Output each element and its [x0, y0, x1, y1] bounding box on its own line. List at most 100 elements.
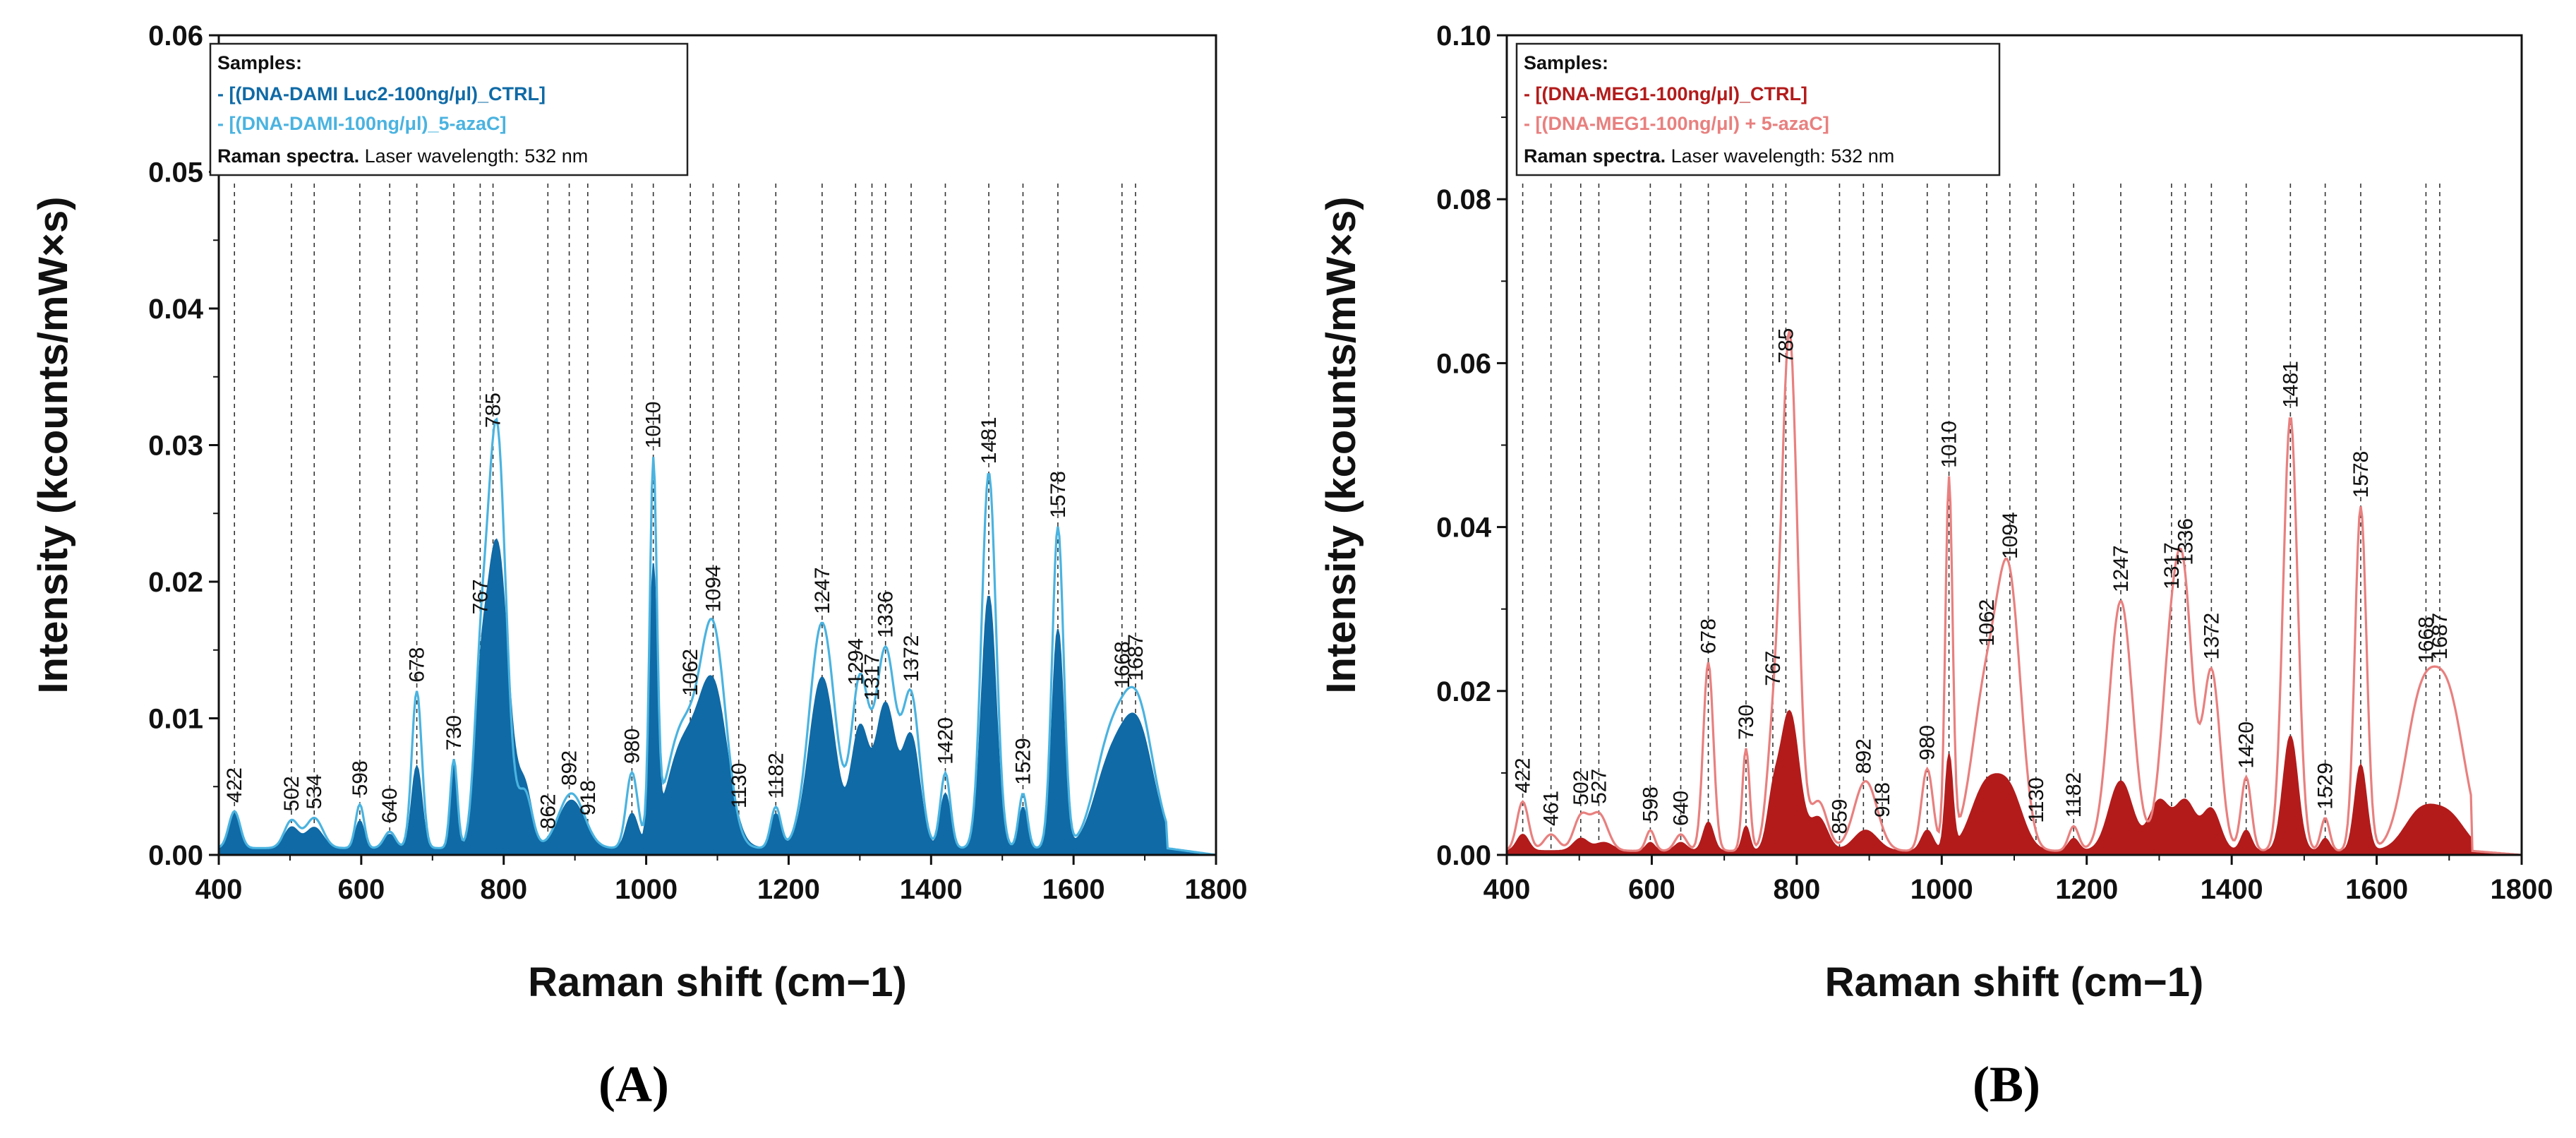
peak-label-1062: 1062: [1975, 599, 1999, 647]
panel-label: (B): [1973, 1056, 2040, 1113]
peak-label-640: 640: [1670, 791, 1693, 826]
panel-label: (A): [598, 1056, 669, 1113]
peak-label-1130: 1130: [2025, 777, 2048, 823]
peak-label-502: 502: [1570, 770, 1593, 805]
y-tick-label-2: 0.04: [1436, 513, 1492, 544]
peak-label-730: 730: [443, 715, 466, 750]
peak-label-1182: 1182: [764, 753, 788, 798]
peak-label-1094: 1094: [1999, 512, 2022, 559]
peak-label-1247: 1247: [2109, 545, 2133, 592]
y-tick-label-0: 0.00: [1436, 840, 1491, 871]
y-tick-label-5: 0.10: [1436, 20, 1491, 52]
peak-label-785: 785: [482, 393, 505, 428]
peak-label-461: 461: [1540, 791, 1563, 826]
y-tick-label-5: 0.05: [148, 157, 203, 188]
peak-label-892: 892: [1852, 738, 1875, 774]
x-tick-label-400: 400: [1483, 874, 1531, 905]
peak-label-1687: 1687: [2428, 613, 2452, 660]
legend-box: Samples: - [(DNA-DAMI Luc2-100ng/μl)_CTRL…: [209, 42, 689, 176]
x-axis-title: Raman shift (cm−1): [528, 959, 907, 1005]
legend-footer: Raman spectra. Laser wavelength: 532 nm: [1524, 145, 1894, 167]
peak-label-678: 678: [406, 647, 429, 683]
x-axis-title: Raman shift (cm−1): [1825, 959, 2204, 1005]
y-axis-title: Intensity (kcounts/mW×s): [30, 196, 76, 693]
peak-label-1010: 1010: [1938, 421, 1961, 468]
x-tick-label-1200: 1200: [2055, 874, 2118, 905]
peak-label-918: 918: [1871, 782, 1894, 817]
peak-label-980: 980: [620, 729, 644, 764]
peak-label-1687: 1687: [1124, 634, 1148, 681]
peak-label-678: 678: [1697, 618, 1721, 654]
peak-label-1336: 1336: [874, 591, 898, 638]
peak-label-1372: 1372: [2200, 613, 2223, 660]
x-tick-label-1400: 1400: [2201, 874, 2263, 905]
peak-label-1317: 1317: [861, 654, 884, 701]
y-tick-label-6: 0.06: [148, 20, 203, 52]
peak-label-1182: 1182: [2062, 772, 2086, 818]
x-tick-label-1800: 1800: [2491, 874, 2553, 905]
peak-label-730: 730: [1735, 705, 1758, 740]
peak-label-767: 767: [469, 579, 492, 614]
peak-label-527: 527: [1587, 769, 1611, 804]
peak-label-980: 980: [1916, 725, 1939, 760]
y-tick-label-0: 0.00: [148, 840, 203, 871]
y-axis-title: Intensity (kcounts/mW×s): [1318, 196, 1364, 693]
x-tick-label-600: 600: [1628, 874, 1675, 905]
peak-label-1578: 1578: [2349, 451, 2373, 498]
peak-label-1294: 1294: [844, 638, 867, 685]
peak-label-1010: 1010: [642, 402, 666, 449]
y-tick-label-3: 0.06: [1436, 348, 1491, 379]
peak-label-1529: 1529: [1011, 738, 1035, 785]
peak-label-1372: 1372: [900, 635, 923, 682]
legend-frame: [1515, 42, 2001, 176]
x-tick-label-800: 800: [480, 874, 527, 905]
peak-label-859: 859: [1828, 799, 1851, 834]
y-tick-label-3: 0.03: [148, 431, 203, 462]
legend-footer-text: Laser wavelength: 532 nm: [359, 145, 588, 167]
peak-label-1668: 1668: [1111, 641, 1134, 688]
legend-footer-text: Laser wavelength: 532 nm: [1666, 145, 1894, 167]
x-tick-label-1600: 1600: [2345, 874, 2408, 905]
x-tick-label-400: 400: [195, 874, 243, 905]
legend-entry-1: - [(DNA-DAMI-100ng/μl)_5-azaC]: [217, 113, 507, 134]
peak-label-1094: 1094: [702, 565, 725, 612]
peak-label-1420: 1420: [934, 717, 957, 765]
series-1-line: [218, 417, 1217, 856]
peak-label-502: 502: [280, 776, 303, 811]
peak-label-862: 862: [536, 793, 560, 829]
peak-label-1481: 1481: [2279, 361, 2302, 408]
x-tick-label-1600: 1600: [1042, 874, 1105, 905]
peak-label-1130: 1130: [728, 763, 751, 809]
legend-heading: Samples:: [1524, 52, 1608, 73]
x-axis: 400 600 800 1000 1200 1400 1600 1800: [1483, 855, 2553, 905]
legend-heading: Samples:: [217, 52, 302, 73]
x-tick-label-1800: 1800: [1185, 874, 1248, 905]
peak-markers: [1522, 184, 2440, 855]
peak-label-598: 598: [349, 760, 372, 796]
peak-label-1420: 1420: [2235, 721, 2258, 769]
peak-label-767: 767: [1762, 651, 1785, 686]
y-axis: 0.00 0.01 0.02 0.03 0.04 0.05 0.06: [148, 20, 219, 871]
series-1-line: [1506, 330, 2522, 856]
peak-label-1247: 1247: [811, 567, 834, 614]
x-tick-label-600: 600: [337, 874, 385, 905]
x-tick-label-1000: 1000: [1910, 874, 1973, 905]
x-tick-label-1000: 1000: [615, 874, 678, 905]
peak-label-918: 918: [577, 780, 600, 815]
legend-footer-bold: Raman spectra.: [1524, 145, 1666, 167]
y-tick-label-1: 0.01: [148, 704, 203, 735]
peak-label-1062: 1062: [679, 649, 702, 696]
x-tick-label-1400: 1400: [900, 874, 963, 905]
peak-label-892: 892: [558, 750, 582, 786]
peak-label-1481: 1481: [977, 417, 1001, 464]
x-tick-label-1200: 1200: [757, 874, 820, 905]
peak-label-598: 598: [1639, 786, 1662, 822]
peak-label-422: 422: [1512, 757, 1535, 793]
peak-label-534: 534: [303, 774, 326, 809]
peak-label-1317: 1317: [2160, 542, 2184, 589]
